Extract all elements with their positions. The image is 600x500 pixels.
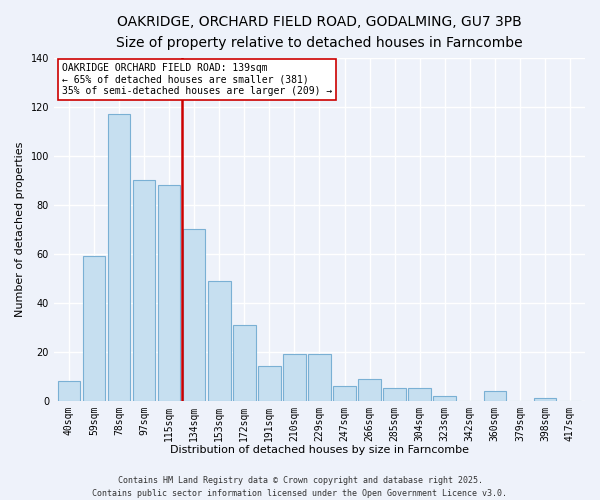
Bar	[433, 396, 456, 400]
Bar	[83, 256, 105, 400]
Bar	[358, 378, 381, 400]
Bar	[533, 398, 556, 400]
X-axis label: Distribution of detached houses by size in Farncombe: Distribution of detached houses by size …	[170, 445, 469, 455]
Bar	[158, 185, 181, 400]
Text: Contains HM Land Registry data © Crown copyright and database right 2025.
Contai: Contains HM Land Registry data © Crown c…	[92, 476, 508, 498]
Text: OAKRIDGE ORCHARD FIELD ROAD: 139sqm
← 65% of detached houses are smaller (381)
3: OAKRIDGE ORCHARD FIELD ROAD: 139sqm ← 65…	[62, 63, 332, 96]
Bar	[133, 180, 155, 400]
Title: OAKRIDGE, ORCHARD FIELD ROAD, GODALMING, GU7 3PB
Size of property relative to de: OAKRIDGE, ORCHARD FIELD ROAD, GODALMING,…	[116, 15, 523, 50]
Bar	[283, 354, 305, 401]
Bar	[183, 229, 205, 400]
Bar	[208, 280, 230, 400]
Bar	[308, 354, 331, 401]
Bar	[409, 388, 431, 400]
Bar	[383, 388, 406, 400]
Y-axis label: Number of detached properties: Number of detached properties	[15, 142, 25, 317]
Bar	[333, 386, 356, 400]
Bar	[108, 114, 130, 401]
Bar	[484, 391, 506, 400]
Bar	[58, 381, 80, 400]
Bar	[258, 366, 281, 400]
Bar	[233, 325, 256, 400]
